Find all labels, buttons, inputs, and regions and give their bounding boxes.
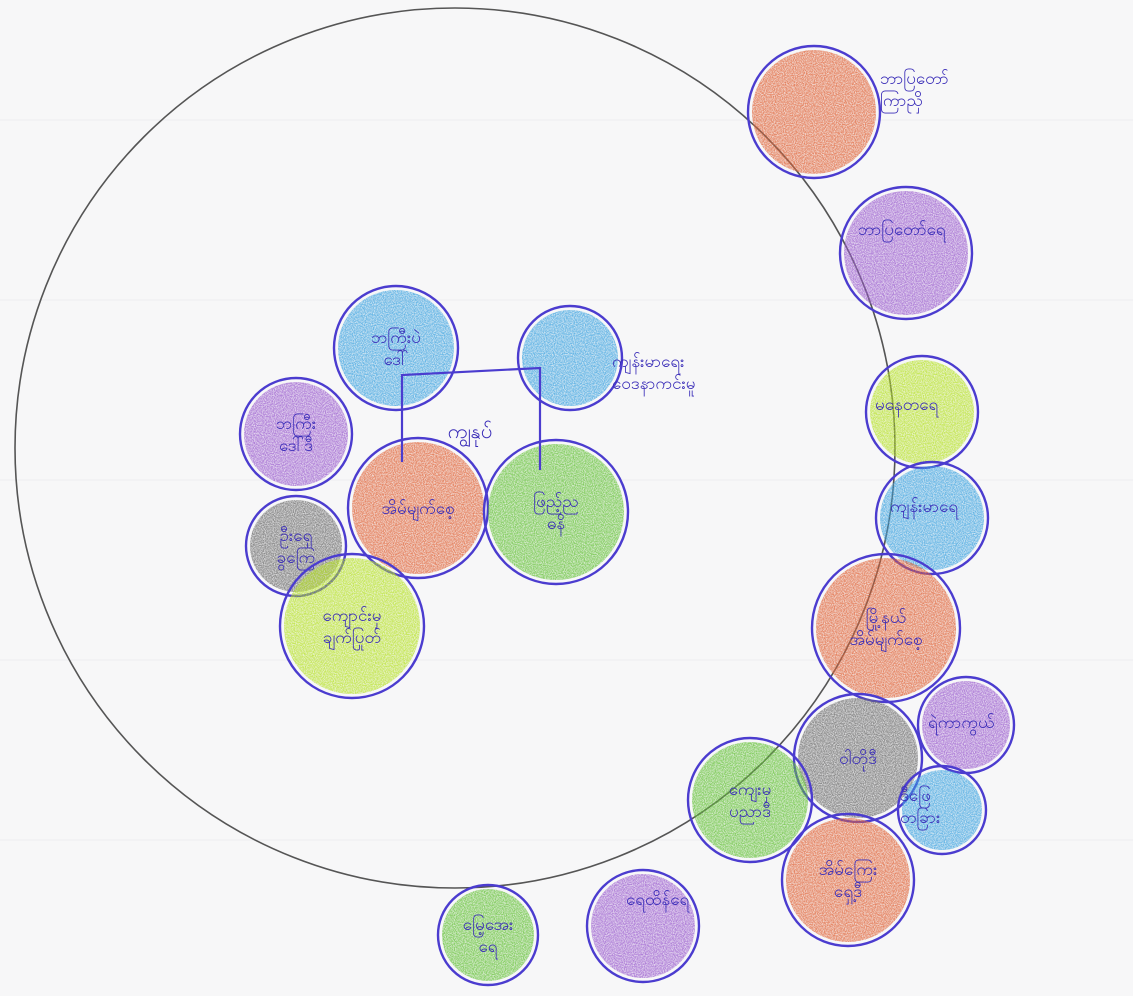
node-fill (902, 770, 982, 850)
node-label: အိမ်မျက်စေ့ (381, 499, 454, 522)
node-label: မြေ့အေးရေ (463, 913, 514, 960)
inside-node-n3: အိမ်မျက်စေ့ (346, 436, 490, 580)
node-outline (482, 438, 630, 586)
node-side-label: ဘာပြတော်ကြာညှိ (880, 67, 949, 114)
outside-node-o7: ရဲကာကွယ် (916, 675, 1016, 775)
node-fill (522, 310, 618, 406)
connector-to-center (400, 366, 542, 470)
node-fill (786, 818, 910, 942)
outside-node-o11: ရေထိန်ရေ (585, 868, 701, 984)
node-fill (798, 698, 918, 818)
node-fill (352, 442, 484, 574)
nodes-layer: ဘကြီးပဲဒေါ်ဘကြီးဒေါ်ဒီအိမ်မျက်စေ့ ဖြည့်ညဓ… (238, 44, 1016, 987)
node-label: ကျေးမှပညာဒီ (729, 780, 772, 825)
node-side-label: ဘာပြတော်ရေ (858, 218, 947, 243)
node-side-label: ရေထိန်ရေ (626, 890, 690, 913)
node-outline (516, 304, 624, 412)
outside-node-o4: ကျန်းမာရေ (874, 460, 990, 576)
node-outline (436, 883, 540, 987)
node-outline (346, 436, 490, 580)
node-outline (896, 764, 988, 856)
node-fill (442, 889, 534, 981)
node-outline (238, 376, 354, 492)
node-label: ဝါတိုဒီ (839, 748, 877, 772)
node-label: ဦးရှေခွကြေ (277, 526, 316, 571)
node-outline (686, 736, 814, 864)
node-outline (874, 460, 990, 576)
node-fill (244, 382, 348, 486)
node-fill (922, 681, 1010, 769)
node-label: ကျောင်းမှချက်ပြုတ် (322, 606, 381, 651)
node-fill (338, 290, 454, 406)
node-outline (838, 185, 974, 321)
node-side-label: မနေတရေ (875, 395, 940, 418)
node-outline (810, 552, 962, 704)
node-fill (488, 444, 624, 580)
node-outline (278, 552, 426, 700)
outside-node-o2: ဘာပြတော်ရေ (838, 185, 974, 321)
node-fill (591, 874, 695, 978)
outside-node-o5: မြို့နယ်အိမ်မျက်စေ့ (810, 552, 962, 704)
node-fill (692, 742, 808, 858)
node-side-label: ရဲကာကွယ် (928, 713, 995, 736)
node-outline (746, 44, 882, 180)
node-fill (880, 466, 984, 570)
node-outline (780, 812, 916, 948)
node-fill (870, 360, 974, 464)
node-fill (816, 558, 956, 698)
node-label: မြို့နယ်အိမ်မျက်စေ့ (849, 606, 922, 653)
inside-node-n7 (516, 304, 624, 412)
inside-node-n1: ဘကြီးပဲဒေါ် (332, 284, 460, 412)
node-label: ဖြည့်ညဓနိ (533, 490, 578, 537)
inside-node-n6: ကျောင်းမှချက်ပြုတ် (278, 552, 426, 700)
node-label: ဘကြီးဒေါ်ဒီ (276, 412, 316, 456)
outside-node-o6: ဝါတိုဒီ (792, 692, 924, 824)
outside-node-o3: မနေတရေ (864, 354, 980, 470)
side-label-n7: ကျန်းမာရေးဝေဒနာကင်းမူ (612, 352, 696, 397)
outside-node-o1: ဘာပြတော်ကြာညှိ (746, 44, 949, 180)
outside-node-o9: ကျေးမှပညာဒီ (686, 736, 814, 864)
outside-node-o8: ဒီဖြေတခြား (896, 764, 988, 856)
node-fill (844, 191, 968, 315)
outside-node-o12: မြေ့အေးရေ (436, 883, 540, 987)
node-fill (284, 558, 420, 694)
inside-node-n4: ဖြည့်ညဓနိ (482, 438, 630, 586)
node-label: ဘကြီးပဲဒေါ် (371, 326, 421, 370)
node-outline (585, 868, 701, 984)
node-side-label: ကျန်းမာရေ (890, 497, 959, 520)
node-label: အိမ်ကြေးရှေ့ဒီ (819, 858, 878, 905)
outside-node-o10: အိမ်ကြေးရှေ့ဒီ (780, 812, 916, 948)
node-fill (752, 50, 876, 174)
center-label: ကျွနုပ် (448, 419, 492, 448)
node-outline (332, 284, 460, 412)
inside-node-n2: ဘကြီးဒေါ်ဒီ (238, 376, 354, 492)
node-side-label: ဒီဖြေတခြား (900, 784, 940, 831)
